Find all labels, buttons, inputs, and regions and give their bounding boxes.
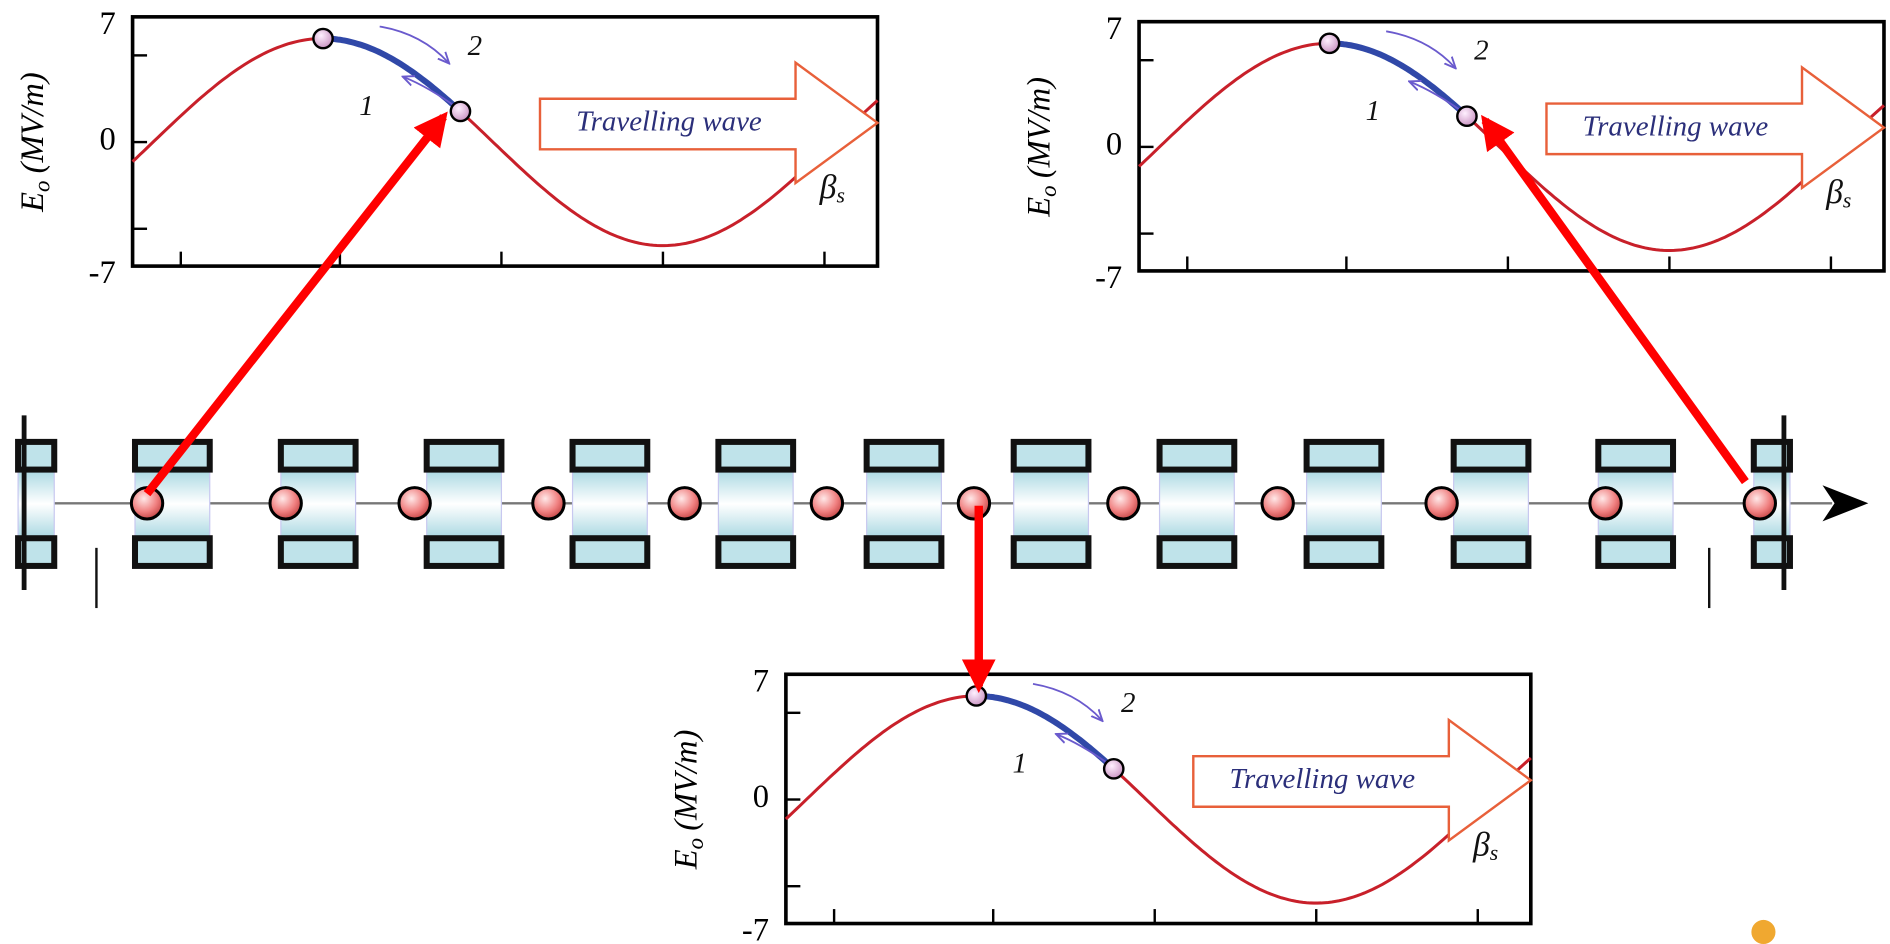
drift-tube bbox=[1014, 538, 1089, 566]
drift-tube bbox=[1598, 442, 1673, 470]
text-part: (MV/m) bbox=[1022, 77, 1058, 178]
y-axis-label: Eo (MV/m) bbox=[669, 730, 708, 871]
phase-point bbox=[313, 29, 332, 48]
drift-tube bbox=[1160, 442, 1235, 470]
label-2: 2 bbox=[1121, 687, 1135, 719]
drift-tube bbox=[573, 442, 648, 470]
y-tick-label: -7 bbox=[1095, 260, 1122, 296]
drift-tube bbox=[1307, 538, 1382, 566]
y-tick-label: 7 bbox=[753, 663, 769, 699]
dot bbox=[1751, 920, 1775, 944]
label-1: 1 bbox=[359, 90, 373, 122]
particle bbox=[1426, 488, 1457, 519]
gap-field bbox=[1160, 470, 1235, 539]
plot: 7 0 -7 Eo (MV/m) 2 1 Travelling wave βs bbox=[16, 6, 878, 291]
phase-point bbox=[1457, 107, 1476, 126]
drift-tube bbox=[718, 538, 793, 566]
plot: 7 0 -7 Eo (MV/m) 2 1 Travelling wave βs bbox=[1022, 11, 1884, 296]
particle bbox=[1744, 488, 1775, 519]
text-part: s bbox=[1843, 188, 1851, 212]
particle bbox=[669, 488, 700, 519]
label-2: 2 bbox=[1474, 35, 1488, 67]
label-1: 1 bbox=[1366, 95, 1380, 127]
y-tick-label: -7 bbox=[89, 255, 116, 291]
gap-field bbox=[867, 470, 942, 539]
diagram: 70-7Eo(MV/m)21Travelling waveβs70-7Eo(MV… bbox=[0, 0, 1890, 944]
text-part: β bbox=[1825, 174, 1843, 211]
drift-tube bbox=[1598, 538, 1673, 566]
wave-label: Travelling wave bbox=[576, 106, 762, 138]
y-axis-label: Eo (MV/m) bbox=[16, 72, 55, 213]
drift-tube bbox=[135, 538, 210, 566]
drift-tube bbox=[573, 538, 648, 566]
gap-field bbox=[1014, 470, 1089, 539]
y-axis-label: Eo (MV/m) bbox=[1022, 77, 1061, 218]
text-part: E bbox=[1022, 197, 1058, 218]
phase-point bbox=[451, 102, 470, 121]
particle bbox=[1108, 488, 1139, 519]
particle bbox=[270, 488, 301, 519]
y-tick-label: -7 bbox=[742, 913, 769, 944]
text-part: β bbox=[819, 169, 837, 206]
text-part: (MV/m) bbox=[16, 72, 52, 173]
phase-point bbox=[1320, 34, 1339, 53]
gap-field bbox=[1307, 470, 1382, 539]
drift-tube bbox=[1307, 442, 1382, 470]
y-tick-label: 7 bbox=[99, 6, 115, 42]
particle bbox=[811, 488, 842, 519]
text-part: o bbox=[30, 181, 55, 192]
y-tick-label: 0 bbox=[99, 122, 115, 158]
gap-field bbox=[573, 470, 648, 539]
wave-label: Travelling wave bbox=[1229, 763, 1415, 795]
drift-tube bbox=[427, 442, 502, 470]
label-1: 1 bbox=[1013, 747, 1027, 779]
y-tick-label: 0 bbox=[753, 779, 769, 815]
text-part: s bbox=[1490, 841, 1498, 865]
text-part: o bbox=[683, 838, 708, 849]
drift-tube bbox=[1454, 442, 1529, 470]
label-2: 2 bbox=[468, 30, 482, 62]
drift-tube bbox=[718, 442, 793, 470]
drift-tube bbox=[867, 538, 942, 566]
y-tick-label: 7 bbox=[1106, 11, 1122, 47]
text-part: (MV/m) bbox=[669, 730, 705, 831]
drift-tube bbox=[1454, 538, 1529, 566]
text-part: E bbox=[16, 192, 52, 213]
drift-tube bbox=[1014, 442, 1089, 470]
particle bbox=[958, 488, 989, 519]
drift-tube bbox=[427, 538, 502, 566]
gap-field bbox=[718, 470, 793, 539]
gap-field bbox=[1454, 470, 1529, 539]
text-part: E bbox=[669, 849, 705, 870]
plot: 7 0 -7 Eo (MV/m) 2 1 Travelling wave βs bbox=[669, 663, 1531, 944]
text-part: s bbox=[836, 183, 844, 207]
particle bbox=[1590, 488, 1621, 519]
particle bbox=[533, 488, 564, 519]
drift-tube bbox=[281, 442, 356, 470]
wave-label: Travelling wave bbox=[1583, 110, 1769, 142]
beamline bbox=[18, 415, 1868, 608]
particle bbox=[399, 488, 430, 519]
y-tick-label: 0 bbox=[1106, 126, 1122, 162]
drift-tube bbox=[281, 538, 356, 566]
drift-tube bbox=[867, 442, 942, 470]
text-part: β bbox=[1472, 826, 1490, 863]
gap-field bbox=[427, 470, 502, 539]
particle bbox=[1262, 488, 1293, 519]
drift-tube bbox=[1160, 538, 1235, 566]
phase-point bbox=[1104, 759, 1123, 778]
text-part: o bbox=[1036, 185, 1061, 196]
phase-point bbox=[967, 686, 986, 705]
